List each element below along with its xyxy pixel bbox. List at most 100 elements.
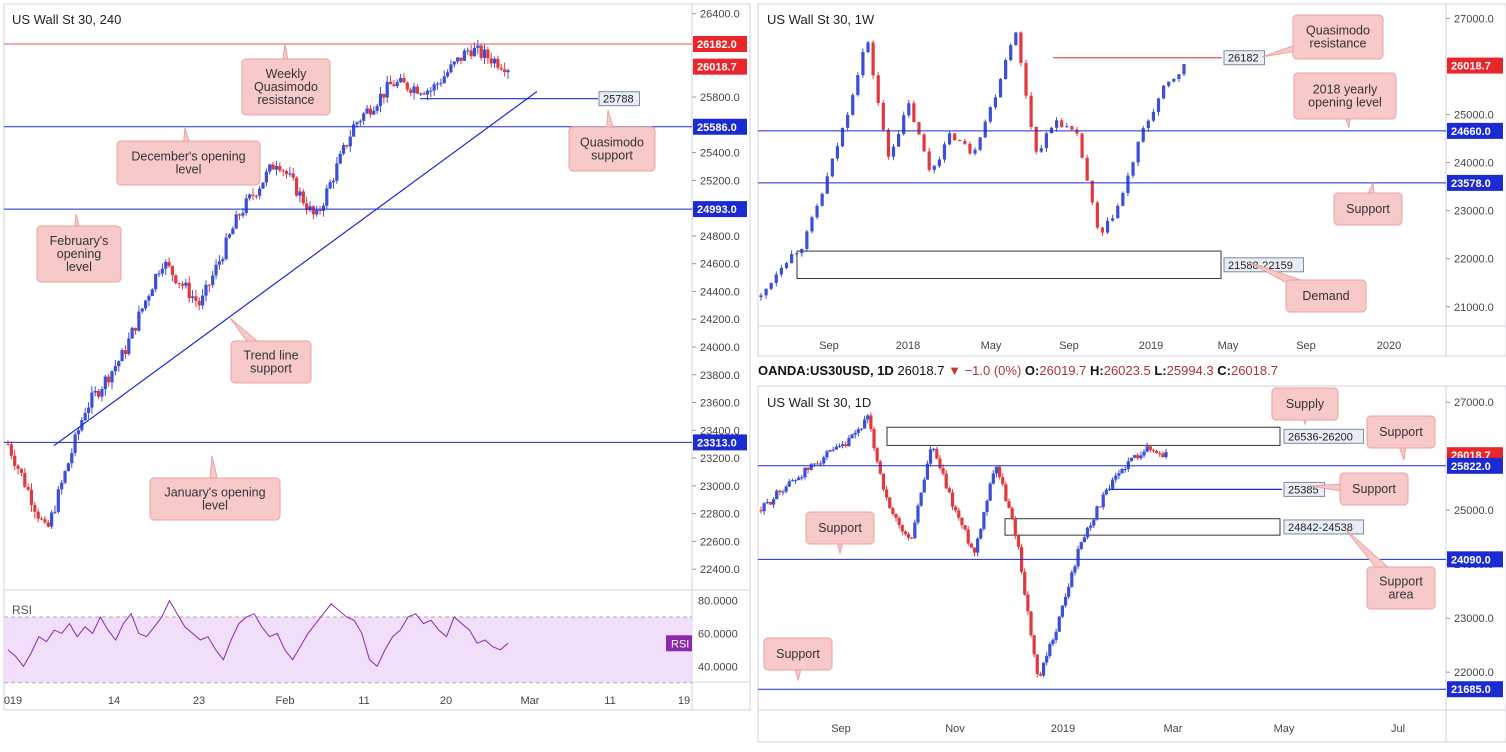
daily-candle (1151, 450, 1156, 452)
h4-candle (459, 57, 463, 61)
daily-candle (1035, 654, 1039, 674)
h4-candle (234, 214, 238, 229)
h4-candle (503, 69, 507, 73)
weekly-level-tag (1447, 57, 1503, 74)
h4-candle (6, 444, 10, 446)
daily-candle (1148, 446, 1152, 451)
daily-candle (784, 486, 788, 492)
h4-candle (97, 390, 101, 397)
daily-candle (775, 490, 779, 500)
h4-candle (177, 283, 181, 285)
h4-candle (415, 86, 419, 94)
h4-level-tag (693, 434, 747, 451)
h4-callout-january-text: January's opening (164, 486, 265, 500)
daily-candle (1013, 518, 1017, 536)
weekly-candle (1156, 98, 1161, 112)
h4-callout-weekly-qm-text: Quasimodo (254, 80, 318, 94)
weekly-candle (764, 288, 768, 296)
h4-candle (63, 471, 67, 483)
weekly-callout-qm-text: resistance (1310, 37, 1367, 51)
weekly-candle (947, 133, 952, 145)
h4-candle (278, 166, 282, 171)
daily-candle (991, 473, 995, 484)
weekly-candle (927, 151, 931, 170)
h4-candle (9, 444, 13, 456)
weekly-candle (937, 159, 941, 166)
daily-candle (1054, 631, 1058, 640)
weekly-candle (1105, 220, 1110, 233)
h4-candle (472, 47, 477, 57)
weekly-candle (1167, 81, 1171, 86)
h4-callout-qm-support-text: support (591, 149, 633, 163)
h4-candle (56, 489, 60, 512)
daily-candle (1107, 488, 1112, 490)
weekly-candle (784, 263, 789, 268)
daily-candle (976, 538, 980, 553)
h4-candle (50, 512, 54, 527)
daily-candle (800, 477, 804, 479)
weekly-candle (932, 165, 936, 170)
h4-callout-december-text: December's opening (131, 150, 245, 164)
h4-candle (147, 296, 151, 301)
h4-candle (372, 110, 376, 115)
h4-y-tick: 24800.0 (700, 231, 740, 243)
h4-candle (60, 482, 64, 490)
rsi-y-tick: 40.0000 (698, 661, 738, 673)
daily-candle (982, 511, 986, 529)
h4-callout-weekly-qm-text: Weekly (266, 67, 308, 81)
h4-trend-line (53, 90, 538, 447)
h4-candle (409, 89, 413, 93)
daily-candle (1117, 473, 1121, 476)
daily-candle (979, 528, 983, 539)
weekly-y-tick: 23000.0 (1454, 206, 1494, 218)
h4-candle (137, 311, 141, 331)
daily-candle (1126, 461, 1130, 469)
daily-candle (872, 428, 876, 449)
daily-candle (944, 473, 948, 489)
daily-candle (1032, 635, 1036, 655)
daily-candle (1026, 594, 1030, 612)
h4-callout-january-box (149, 477, 281, 521)
h4-candles (6, 39, 510, 530)
h4-y-tick: 23200.0 (700, 453, 740, 465)
h4-candle (435, 83, 440, 85)
daily-candle (938, 458, 942, 469)
weekly-callout-support-text: Support (1346, 202, 1390, 216)
h4-x-tick: 019 (4, 695, 22, 707)
daily-candle (1089, 525, 1093, 528)
weekly-candle (1095, 202, 1099, 228)
h4-x-tick: 11 (358, 695, 369, 707)
h4-candle (321, 205, 326, 211)
h4-callout-trend-text: support (250, 362, 292, 376)
daily-callout-support-3-box (805, 511, 875, 545)
daily-level-label: 21685.0 (1451, 684, 1491, 696)
weekly-candle (1065, 126, 1069, 128)
weekly-candle (922, 134, 926, 152)
weekly-candle (846, 114, 850, 128)
h4-candle (154, 274, 158, 290)
h4-candle (388, 81, 393, 85)
weekly-x-tick: 2020 (1377, 340, 1401, 352)
weekly-candle (1034, 126, 1038, 152)
h4-candle (201, 295, 205, 306)
weekly-candle (983, 121, 987, 138)
daily-callout-support-3: Support (805, 511, 875, 555)
h4-candle (43, 519, 47, 523)
daily-candle (884, 489, 889, 498)
rsi-y-tick: 60.0000 (698, 628, 738, 640)
weekly-candle (891, 146, 896, 157)
h4-level-tag (693, 118, 747, 135)
weekly-candle (998, 79, 1003, 98)
daily-candle (841, 444, 845, 447)
h4-y-tick: 25200.0 (700, 175, 740, 187)
weekly-candle (902, 115, 906, 134)
weekly-candle (1116, 205, 1120, 219)
daily-candle (1004, 484, 1008, 502)
h4-candle (237, 214, 242, 216)
h4-candle (211, 275, 215, 286)
h4-y-tick: 24000.0 (700, 342, 740, 354)
daily-candle (869, 415, 873, 429)
